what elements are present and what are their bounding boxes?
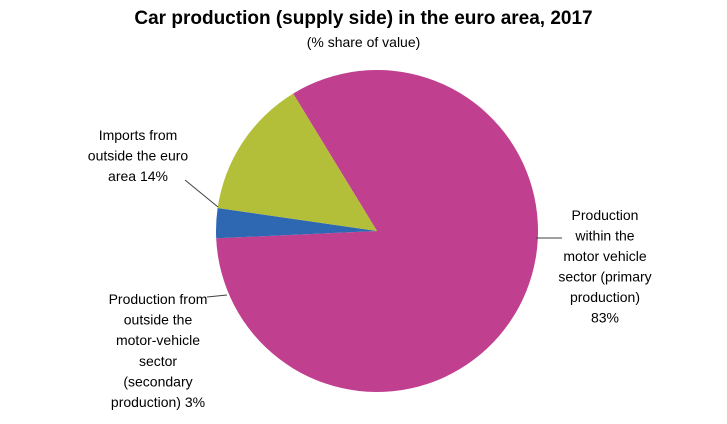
slice-label-1: Production within the motor vehicle sector … bbox=[558, 207, 651, 326]
slice-label-line: motor-vehicle bbox=[116, 332, 200, 348]
slice-label-line: outside the bbox=[124, 312, 193, 328]
pie-slice-2 bbox=[216, 208, 377, 239]
slice-label-line: outside the euro bbox=[88, 148, 189, 164]
slice-label-line: Production from bbox=[109, 291, 208, 307]
slice-label-line: within the bbox=[574, 228, 634, 244]
chart-title: Car production (supply side) in the euro… bbox=[134, 8, 593, 29]
leader-line-3 bbox=[184, 179, 219, 208]
slice-label-line: motor vehicle bbox=[563, 248, 646, 264]
leader-line-2 bbox=[206, 294, 228, 298]
slice-label-line: sector (primary bbox=[558, 269, 651, 285]
slice-label-line: sector bbox=[139, 353, 177, 369]
slice-label-line: (secondary bbox=[123, 373, 192, 389]
slice-label-line: Imports from bbox=[99, 127, 178, 143]
slice-label-3: Imports from outside the euro area 14% bbox=[88, 127, 189, 184]
slice-label-line: 83% bbox=[591, 310, 619, 326]
pie-slice-1 bbox=[216, 70, 539, 393]
slice-label-line: area 14% bbox=[108, 168, 168, 184]
slice-label-line: production) 3% bbox=[111, 394, 205, 410]
slice-label-2: Production from outside the motor-vehicle s… bbox=[109, 291, 208, 410]
chart-subtitle: (% share of value) bbox=[306, 34, 421, 50]
pie-slice-3 bbox=[217, 93, 377, 231]
slice-label-line: production) bbox=[570, 289, 640, 305]
slice-label-line: Production bbox=[572, 207, 639, 223]
